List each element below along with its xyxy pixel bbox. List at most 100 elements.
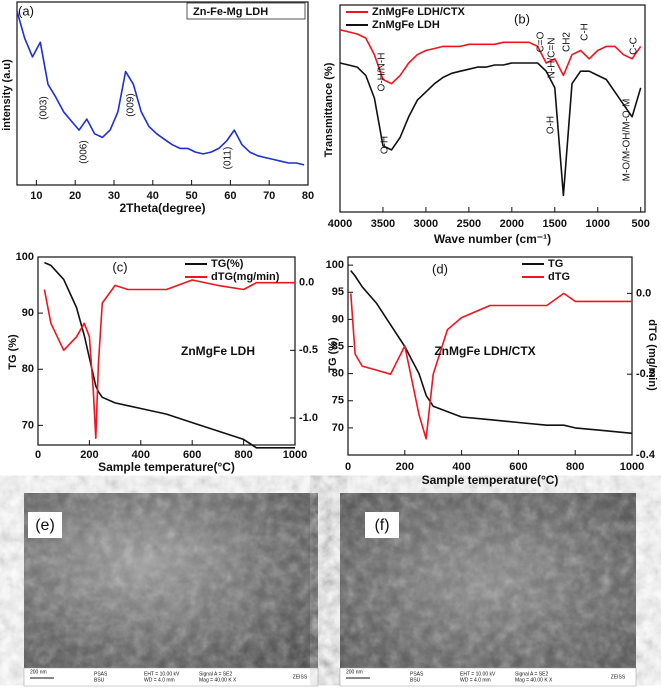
x-tick-label: 2000 <box>500 218 524 230</box>
x-tick-label: 40 <box>147 190 159 202</box>
image-footer: BSU <box>94 677 105 683</box>
y2-tick-label: 0.0 <box>299 277 314 289</box>
x-tick-label: 2500 <box>457 218 481 230</box>
y-tick-label: 80 <box>332 368 344 380</box>
x-tick-label: 0 <box>345 461 351 473</box>
legend-label: TG(%) <box>211 258 244 270</box>
legend-label: Zn-Fe-Mg LDH <box>193 6 268 18</box>
image-footer: ZEISS <box>611 674 626 680</box>
x-tick-label: 60 <box>224 190 236 202</box>
annotation: (009) <box>126 93 137 116</box>
x-tick-label: 50 <box>185 190 197 202</box>
image-footer: Signal A = SE2 <box>199 671 232 677</box>
legend-label: dTG(mg/min) <box>211 271 280 283</box>
y2-axis-label: dTG (mg/min) <box>646 319 658 391</box>
y-tick-label: 100 <box>16 251 34 263</box>
x-axis-label: Sample temperature(°C) <box>422 473 559 487</box>
data-line <box>44 261 295 449</box>
y-tick-label: 70 <box>332 422 344 434</box>
annotation: C=O <box>536 31 547 52</box>
image-footer: PSAS <box>94 671 108 677</box>
legend-box <box>186 2 306 20</box>
x-tick-label: 800 <box>234 449 252 461</box>
x-tick-label: 400 <box>132 449 150 461</box>
annotation: O-H/N-H <box>377 53 388 92</box>
y-axis-label: Transmittance (%) <box>323 62 335 157</box>
x-tick-label: 30 <box>108 190 120 202</box>
panel-label: (d) <box>432 261 448 276</box>
image-footer: 200 nm <box>30 669 47 675</box>
image-label: (f) <box>374 517 389 534</box>
image-footer: WD = 4.0 mm <box>460 677 491 683</box>
annotation: O-H <box>546 116 557 134</box>
annotation: C-H <box>580 23 591 41</box>
panel-label: (b) <box>514 11 530 26</box>
x-tick-label: 4000 <box>328 218 352 230</box>
image-footer: EHT = 10.00 kV <box>460 671 496 677</box>
plot-frame <box>339 4 646 213</box>
x-tick-label: 600 <box>183 449 201 461</box>
y-axis-label: TG (%) <box>327 337 339 373</box>
x-tick-label: 200 <box>396 461 414 473</box>
y2-tick-label: -0.5 <box>299 344 318 356</box>
x-tick-label: 10 <box>30 190 42 202</box>
y2-tick-label: -0.4 <box>636 449 656 461</box>
x-tick-label: 3500 <box>371 218 395 230</box>
image-footer: BSU <box>410 677 421 683</box>
annotation: C-C <box>629 37 640 55</box>
legend-label: ZnMgFe LDH/CTX <box>372 6 466 18</box>
x-tick-label: 600 <box>509 461 527 473</box>
x-tick-label: 800 <box>566 461 584 473</box>
x-tick-label: 70 <box>263 190 275 202</box>
legend-label: ZnMgFe LDH <box>372 19 440 31</box>
plot-frame <box>347 256 633 456</box>
sem-image-f <box>339 493 637 687</box>
annotation: (003) <box>39 96 50 119</box>
image-footer: PSAS <box>410 671 424 677</box>
y-tick-label: 70 <box>22 419 34 431</box>
x-tick-label: 1000 <box>620 461 644 473</box>
image-footer: Mag = 40.00 K X <box>515 677 553 683</box>
y-tick-label: 80 <box>22 363 34 375</box>
y-tick-label: 75 <box>332 395 344 407</box>
data-line <box>350 270 633 435</box>
x-tick-label: 3000 <box>414 218 438 230</box>
x-tick-label: 1000 <box>283 449 307 461</box>
image-footer: Signal A = SE2 <box>515 671 548 677</box>
y-tick-label: 95 <box>332 286 344 298</box>
image-footer: WD = 4.0 mm <box>144 677 175 683</box>
x-axis-label: 2Theta(degree) <box>119 201 205 215</box>
data-line <box>350 292 632 440</box>
y2-tick-label: -1.0 <box>299 412 318 424</box>
annotation: CH2 <box>562 32 573 52</box>
image-footer: EHT = 10.00 kV <box>144 671 180 677</box>
data-line <box>339 62 642 197</box>
data-line <box>16 10 305 166</box>
annotation: (006) <box>79 140 90 163</box>
y2-tick-label: 0.0 <box>636 287 651 299</box>
x-tick-label: 20 <box>69 190 81 202</box>
x-tick-label: 400 <box>452 461 470 473</box>
y-axis-label: TG (%) <box>7 334 19 370</box>
x-tick-label: 0 <box>35 449 41 461</box>
x-tick-label: 1000 <box>586 218 610 230</box>
x-tick-label: 1500 <box>543 218 567 230</box>
panel-label: (a) <box>18 3 34 18</box>
annotation: (011) <box>223 147 234 170</box>
annotation: ZnMgFe LDH/CTX <box>434 344 535 358</box>
data-line <box>43 279 295 439</box>
y2-tick-label: -0.2 <box>636 368 655 380</box>
annotation: O-H <box>380 136 391 154</box>
y-tick-label: 85 <box>332 340 344 352</box>
y-tick-label: 100 <box>326 259 344 271</box>
image-label: (e) <box>35 517 55 534</box>
annotation: ZnMgFe LDH <box>181 344 255 358</box>
annotation: M-O/M-OH/M-O-M <box>622 99 633 182</box>
legend-label: TG <box>548 258 563 270</box>
x-axis-label: Wave number (cm⁻¹) <box>434 232 551 246</box>
x-tick-label: 80 <box>302 190 314 202</box>
data-line <box>339 29 642 85</box>
x-tick-label: 500 <box>632 218 650 230</box>
annotation: N-H/C=N <box>547 38 558 79</box>
